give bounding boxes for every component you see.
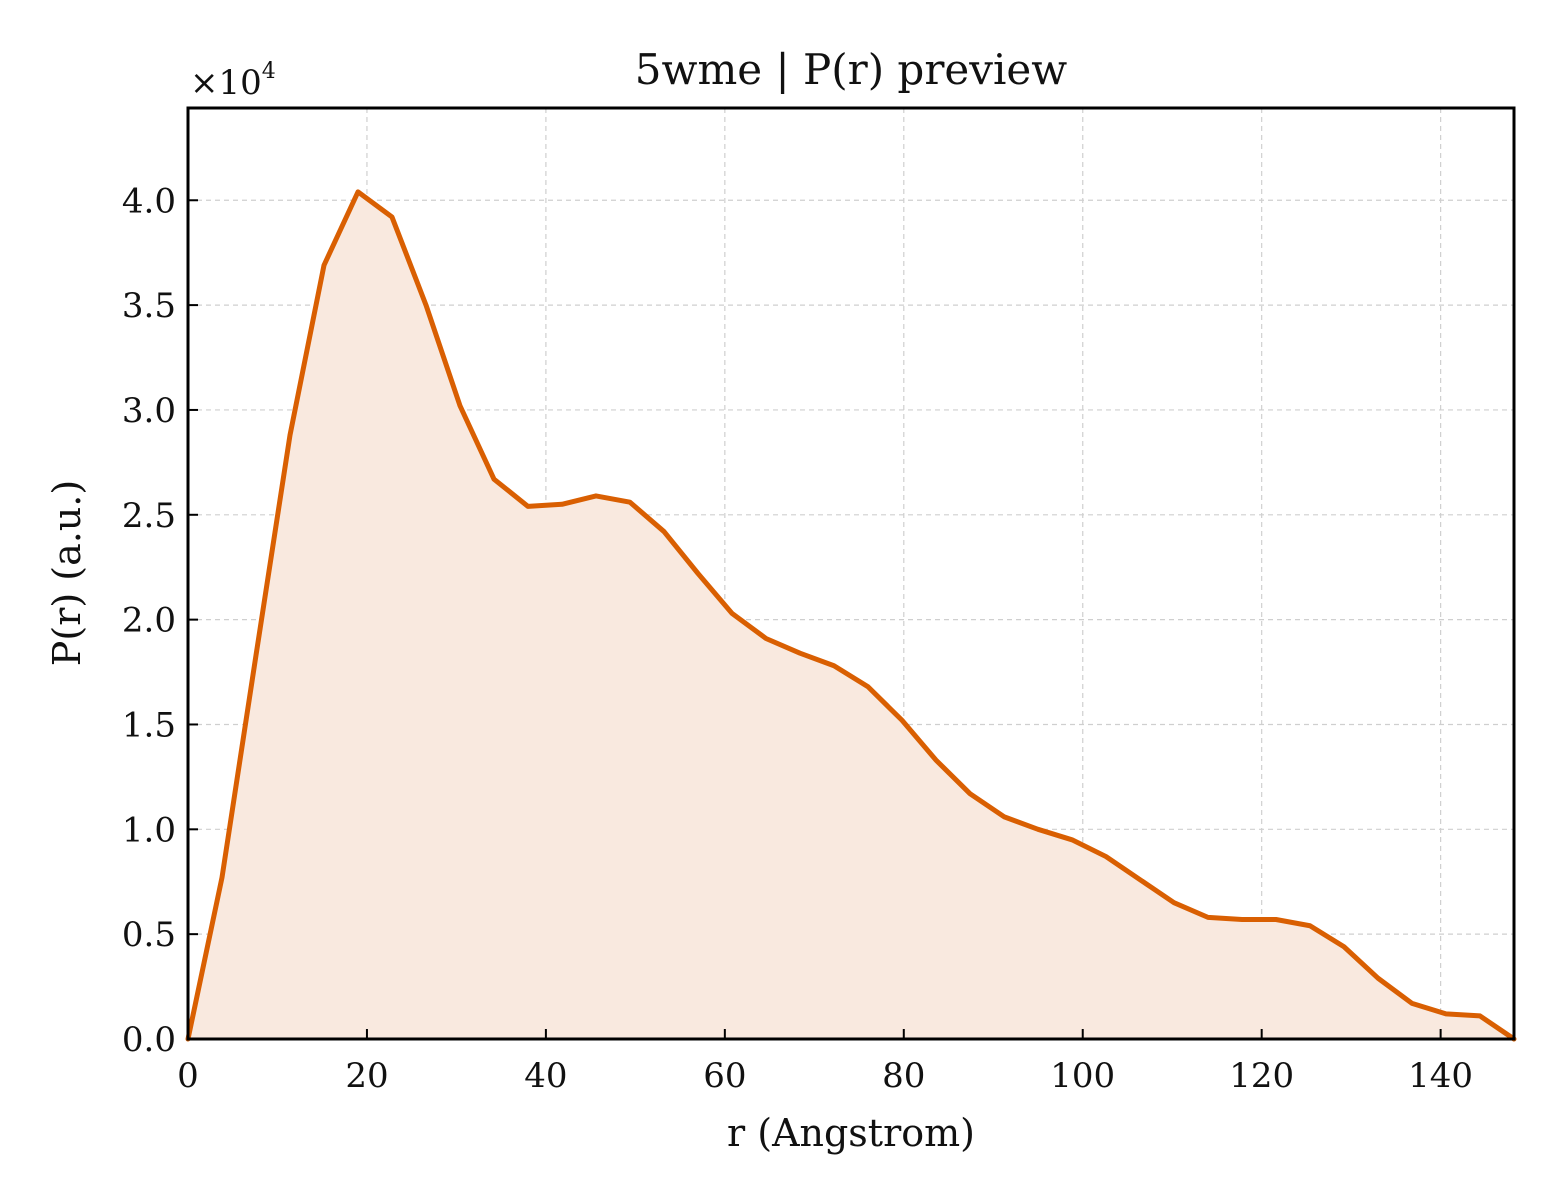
x-tick-label-5: 100 [1050, 1056, 1115, 1096]
x-tick-label-2: 40 [524, 1056, 567, 1096]
series-line-0 [185, 189, 1517, 1042]
x-axis-label: r (Angstrom) [727, 1111, 975, 1155]
y-multiplier-exponent: 4 [262, 59, 276, 84]
plot-frame [186, 106, 1516, 1041]
y-multiplier-base: ×10 [190, 63, 262, 103]
y-tick-label-2: 1.0 [122, 810, 176, 850]
x-tick-label-0: 0 [177, 1056, 199, 1096]
y-tick-label-6: 3.0 [122, 391, 176, 431]
y-tick-label-0: 0.0 [122, 1020, 176, 1060]
x-tick-label-3: 60 [703, 1056, 746, 1096]
y-tick-label-4: 2.0 [122, 601, 176, 641]
x-tick-label-6: 120 [1229, 1056, 1294, 1096]
x-tick-label-4: 80 [882, 1056, 925, 1096]
chart-title: 5wme | P(r) preview [635, 45, 1067, 94]
x-tick-label-1: 20 [345, 1056, 388, 1096]
y-axis: 0.0 0.5 1.0 1.5 2.0 2.5 3.0 3.5 4.0 [122, 181, 198, 1060]
area-fill-0 [188, 191, 1514, 1039]
y-tick-label-5: 2.5 [122, 496, 176, 536]
y-axis-label: P(r) (a.u.) [45, 480, 89, 666]
y-multiplier: ×104 [190, 59, 276, 103]
y-tick-label-1: 0.5 [122, 915, 176, 955]
area-layer [185, 189, 1517, 1042]
y-tick-label-8: 4.0 [122, 181, 176, 221]
x-axis: 0 20 40 60 80 100 120 140 [177, 1029, 1473, 1096]
x-tick-label-7: 140 [1408, 1056, 1473, 1096]
y-tick-label-3: 1.5 [122, 705, 176, 745]
axes-frame [186, 106, 1516, 1041]
y-tick-label-7: 3.5 [122, 286, 176, 326]
